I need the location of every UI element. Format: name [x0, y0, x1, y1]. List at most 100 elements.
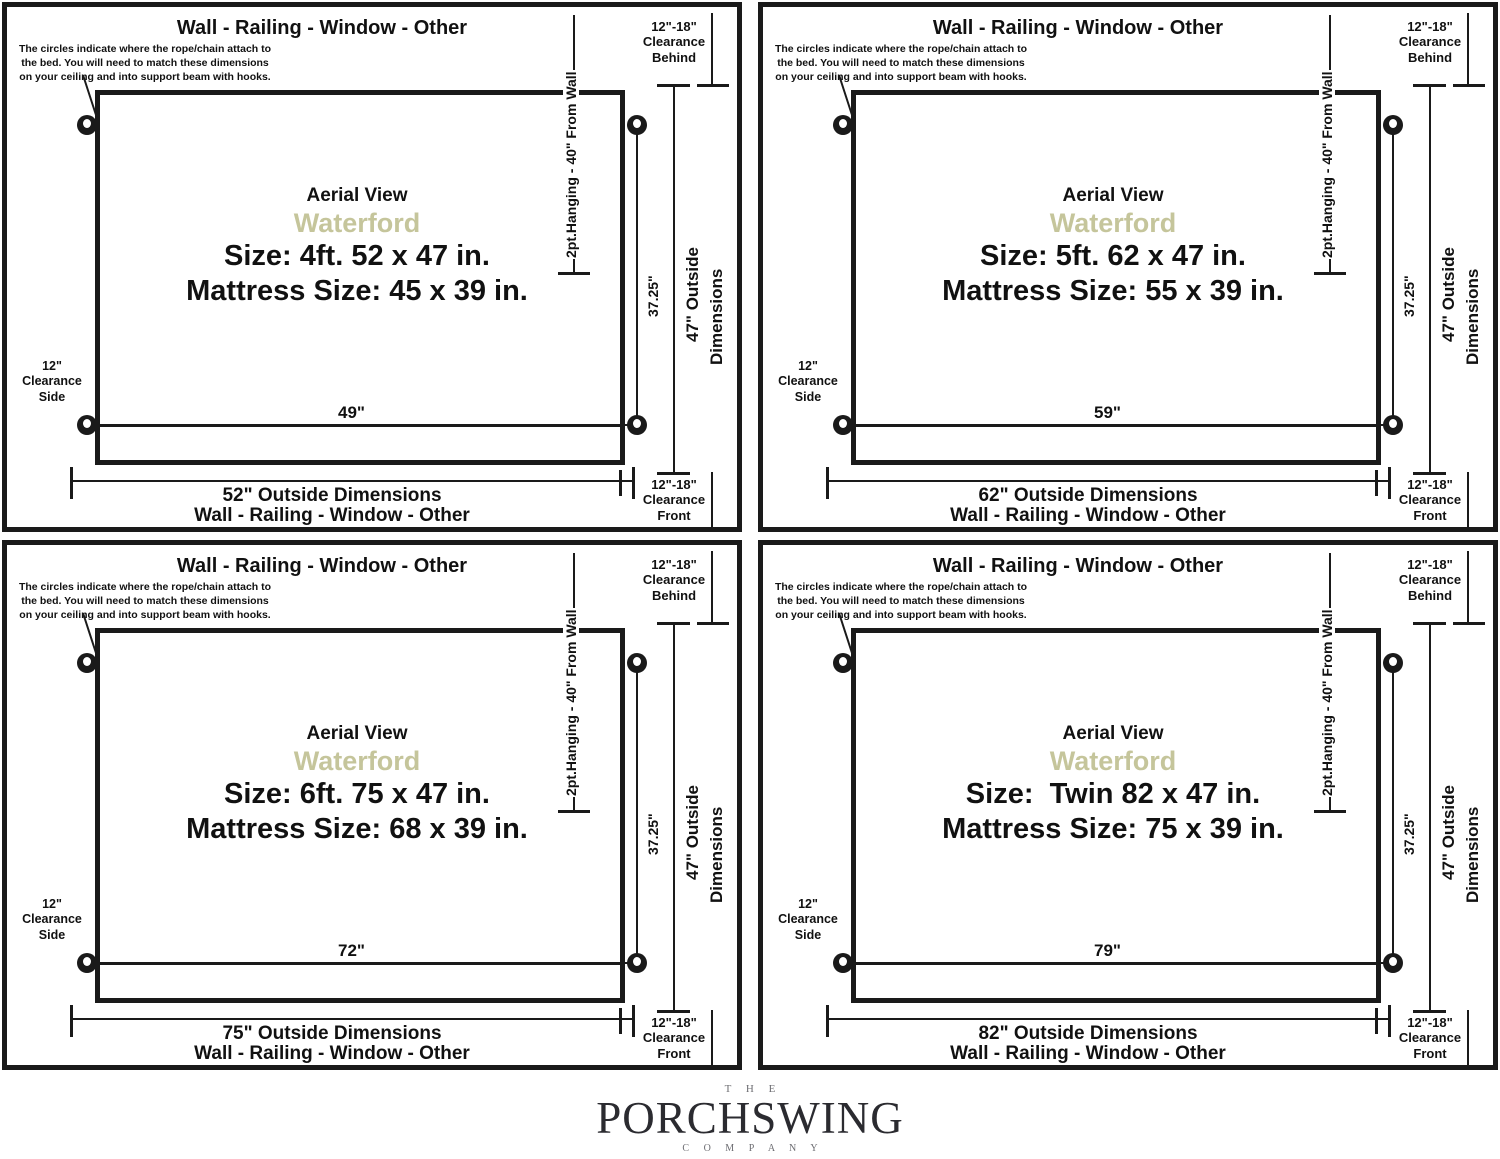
- wall-label-bottom: Wall - Railing - Window - Other: [194, 505, 470, 526]
- depth-inner-label: 37.25": [645, 275, 661, 317]
- wall-label-top: Wall - Railing - Window - Other: [932, 555, 1224, 577]
- clearance-behind-line: [1467, 551, 1469, 623]
- outside-dim-line: [826, 1018, 1391, 1020]
- clearance-behind-tick: [697, 622, 729, 625]
- depth-outside-line: [673, 623, 675, 1011]
- spec-panel: Wall - Railing - Window - Other The circ…: [758, 540, 1498, 1070]
- mattress-line: Mattress Size: 75 x 39 in.: [942, 812, 1284, 845]
- clearance-front-line2: Clearance: [1398, 1030, 1462, 1046]
- outside-dim-line: [826, 480, 1391, 482]
- grommet-front-right: [1383, 415, 1403, 435]
- clearance-front-tick-left: [619, 1008, 622, 1034]
- panel-inner: Wall - Railing - Window - Other The circ…: [7, 545, 737, 1065]
- clearance-behind-label: 12"-18" Clearance Behind: [1375, 19, 1485, 65]
- clearance-front-line1: 12"-18": [1407, 477, 1453, 492]
- depth-outside-tick-bottom: [1413, 1010, 1446, 1013]
- depth-outside-label: 47" Outside: [1439, 247, 1458, 342]
- model-name: Waterford: [293, 208, 421, 238]
- grommet-rear-left: [77, 653, 97, 673]
- clearance-behind-line1: 12"-18": [1407, 557, 1453, 572]
- clearance-side-line2: Clearance: [22, 912, 82, 927]
- clearance-front-label: 12"-18" Clearance Front: [1375, 1015, 1485, 1061]
- clearance-side-line2: Clearance: [778, 912, 838, 927]
- depth-outside-line: [1429, 623, 1431, 1011]
- depth-outside-tick-top: [1413, 84, 1446, 87]
- clearance-side-line3: Side: [794, 927, 822, 942]
- front-width-label: 59": [1088, 403, 1127, 423]
- mattress-line: Mattress Size: 45 x 39 in.: [186, 274, 528, 307]
- outside-dim-tick-left: [826, 1005, 829, 1037]
- clearance-front-line: [1467, 1010, 1469, 1065]
- clearance-side-line1: 12": [42, 359, 62, 373]
- grommet-rear-right: [627, 653, 647, 673]
- model-name: Waterford: [1049, 746, 1177, 776]
- clearance-behind-tick: [697, 84, 729, 87]
- depth-inner-line: [636, 125, 638, 425]
- front-width-line: [87, 962, 635, 964]
- outside-dim-line: [70, 1018, 635, 1020]
- clearance-front-line: [711, 1010, 713, 1065]
- depth-outside-tick-top: [657, 622, 690, 625]
- clearance-behind-line2: Clearance: [642, 572, 706, 588]
- clearance-front-line2: Clearance: [1398, 492, 1462, 508]
- hanging-dim-label: 2pt.Hanging - 40" From Wall: [1319, 70, 1335, 259]
- front-width-line: [87, 424, 635, 426]
- depth-outside-label: 47" Outside: [683, 247, 702, 342]
- clearance-side-line1: 12": [42, 897, 62, 911]
- outside-dim-line: [70, 480, 635, 482]
- size-line: Size: 5ft. 62 x 47 in.: [980, 240, 1246, 273]
- wall-label-bottom: Wall - Railing - Window - Other: [194, 1043, 470, 1064]
- depth-outside-label-2: Dimensions: [707, 268, 726, 365]
- hanging-dim-tick: [558, 272, 590, 275]
- clearance-front-label: 12"-18" Clearance Front: [619, 1015, 729, 1061]
- outside-dim-tick-right: [632, 467, 635, 499]
- wall-label-bottom: Wall - Railing - Window - Other: [950, 505, 1226, 526]
- clearance-behind-line1: 12"-18": [651, 557, 697, 572]
- clearance-behind-line3: Behind: [1407, 587, 1453, 603]
- clearance-side-line2: Clearance: [22, 374, 82, 389]
- clearance-front-line1: 12"-18": [651, 1015, 697, 1030]
- logo-porchswing-text: PORCHSWING: [596, 1093, 904, 1143]
- panel-text-block: Aerial View Waterford Size: 5ft. 62 x 47…: [853, 185, 1373, 308]
- hanging-dim-tick: [558, 810, 590, 813]
- clearance-side-line3: Side: [794, 389, 822, 404]
- clearance-side-line3: Side: [38, 927, 66, 942]
- outside-dim-label: 75" Outside Dimensions: [222, 1023, 442, 1044]
- clearance-behind-label: 12"-18" Clearance Behind: [1375, 557, 1485, 603]
- depth-inner-label: 37.25": [645, 813, 661, 855]
- panel-grid: Wall - Railing - Window - Other The circ…: [2, 2, 1498, 1070]
- grommet-rear-right: [627, 115, 647, 135]
- clearance-behind-line: [711, 551, 713, 623]
- clearance-front-line1: 12"-18": [1407, 1015, 1453, 1030]
- grommet-front-right: [1383, 953, 1403, 973]
- grommet-rear-left: [833, 115, 853, 135]
- clearance-side-label: 12" Clearance Side: [767, 359, 849, 405]
- clearance-front-label: 12"-18" Clearance Front: [619, 477, 729, 523]
- clearance-behind-line1: 12"-18": [1407, 19, 1453, 34]
- clearance-behind-line: [1467, 13, 1469, 85]
- swing-outline: [95, 628, 625, 1003]
- depth-outside-tick-bottom: [657, 472, 690, 475]
- depth-inner-line: [1392, 663, 1394, 963]
- depth-outside-label-2: Dimensions: [707, 806, 726, 903]
- clearance-behind-line2: Clearance: [1398, 34, 1462, 50]
- clearance-behind-line: [711, 13, 713, 85]
- depth-outside-line: [673, 85, 675, 473]
- panel-text-block: Aerial View Waterford Size: 4ft. 52 x 47…: [97, 185, 617, 308]
- grommet-note: The circles indicate where the rope/chai…: [18, 43, 272, 83]
- aerial-view-label: Aerial View: [306, 723, 408, 744]
- clearance-behind-line3: Behind: [651, 49, 697, 65]
- depth-outside-label-2: Dimensions: [1463, 268, 1482, 365]
- size-line: Size: 4ft. 52 x 47 in.: [224, 240, 490, 273]
- grommet-rear-left: [77, 115, 97, 135]
- outside-dim-label: 62" Outside Dimensions: [978, 485, 1198, 506]
- depth-inner-line: [636, 663, 638, 963]
- front-width-label: 79": [1088, 941, 1127, 961]
- clearance-front-line3: Front: [657, 507, 691, 523]
- depth-outside-label: 47" Outside: [1439, 785, 1458, 880]
- model-name: Waterford: [293, 746, 421, 776]
- depth-outside-line: [1429, 85, 1431, 473]
- depth-outside-tick-bottom: [1413, 472, 1446, 475]
- clearance-side-label: 12" Clearance Side: [11, 359, 93, 405]
- size-line: Size: 6ft. 75 x 47 in.: [224, 778, 490, 811]
